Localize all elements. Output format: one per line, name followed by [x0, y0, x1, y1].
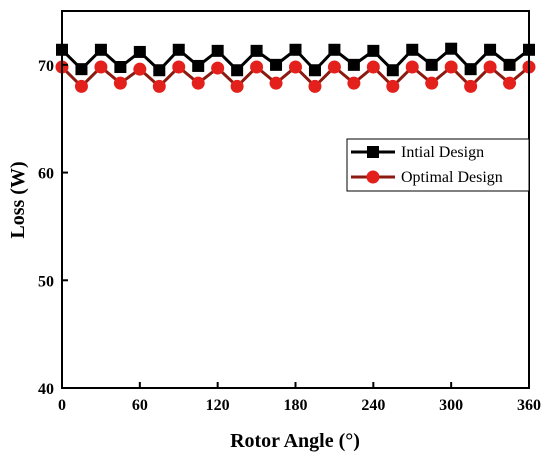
y-tick-label: 50	[38, 273, 54, 290]
data-point	[133, 45, 146, 58]
x-tick-label: 0	[58, 397, 66, 414]
legend-label: Optimal Design	[401, 169, 503, 186]
data-point	[308, 64, 321, 77]
data-point	[425, 58, 438, 71]
legend-label: Intial Design	[401, 144, 484, 161]
x-tick-label: 180	[284, 397, 308, 414]
data-point	[172, 43, 185, 56]
data-point	[211, 61, 225, 75]
data-point	[308, 79, 322, 93]
data-point	[483, 60, 497, 74]
x-tick-label: 120	[206, 397, 230, 414]
y-tick-label: 60	[38, 166, 54, 183]
ticks-layer: 0 60 120 180 240 300 360 40 50 60 70	[38, 58, 541, 414]
legend-entries: Intial Design Optimal Design	[351, 144, 503, 186]
data-point	[347, 76, 361, 90]
data-point	[74, 79, 88, 93]
data-point	[192, 59, 205, 72]
y-tick-label: 70	[38, 58, 54, 75]
data-point	[464, 63, 477, 76]
data-point	[328, 43, 341, 56]
data-point	[172, 60, 186, 74]
data-point	[230, 79, 244, 93]
data-point	[231, 64, 244, 77]
data-point	[289, 43, 302, 56]
data-point	[153, 64, 166, 77]
data-point	[133, 62, 147, 76]
data-point	[327, 60, 341, 74]
data-point	[406, 43, 419, 56]
legend: Intial Design Optimal Design	[346, 138, 530, 192]
data-point	[386, 64, 399, 77]
data-point	[289, 60, 302, 74]
data-point	[464, 79, 478, 93]
data-point	[250, 44, 263, 57]
data-point	[269, 76, 283, 90]
data-point	[113, 76, 127, 90]
data-point	[386, 79, 400, 93]
x-tick-label: 240	[361, 397, 385, 414]
data-point	[425, 76, 439, 90]
data-point	[94, 60, 108, 74]
x-axis-title: Rotor Angle (°)	[230, 430, 360, 452]
data-point	[94, 43, 107, 56]
data-point	[250, 60, 264, 74]
legend-marker	[367, 146, 379, 158]
data-point	[152, 79, 166, 93]
data-point	[347, 58, 360, 71]
data-point	[444, 60, 458, 74]
data-point	[270, 58, 283, 71]
y-tick-label: 40	[38, 381, 54, 398]
data-point	[405, 60, 419, 74]
data-point	[75, 63, 88, 76]
series-layer	[55, 42, 536, 93]
data-point	[366, 60, 380, 74]
data-point	[211, 44, 224, 57]
legend-marker	[366, 170, 380, 184]
y-axis-title: Loss (W)	[7, 161, 29, 238]
data-point	[503, 58, 516, 71]
data-point	[445, 42, 458, 55]
data-point	[191, 76, 205, 90]
x-tick-label: 60	[132, 397, 148, 414]
data-point	[503, 76, 517, 90]
data-point	[114, 61, 127, 74]
x-tick-label: 300	[439, 397, 463, 414]
x-tick-label: 360	[517, 397, 541, 414]
data-point	[484, 43, 497, 56]
data-point	[367, 44, 380, 57]
